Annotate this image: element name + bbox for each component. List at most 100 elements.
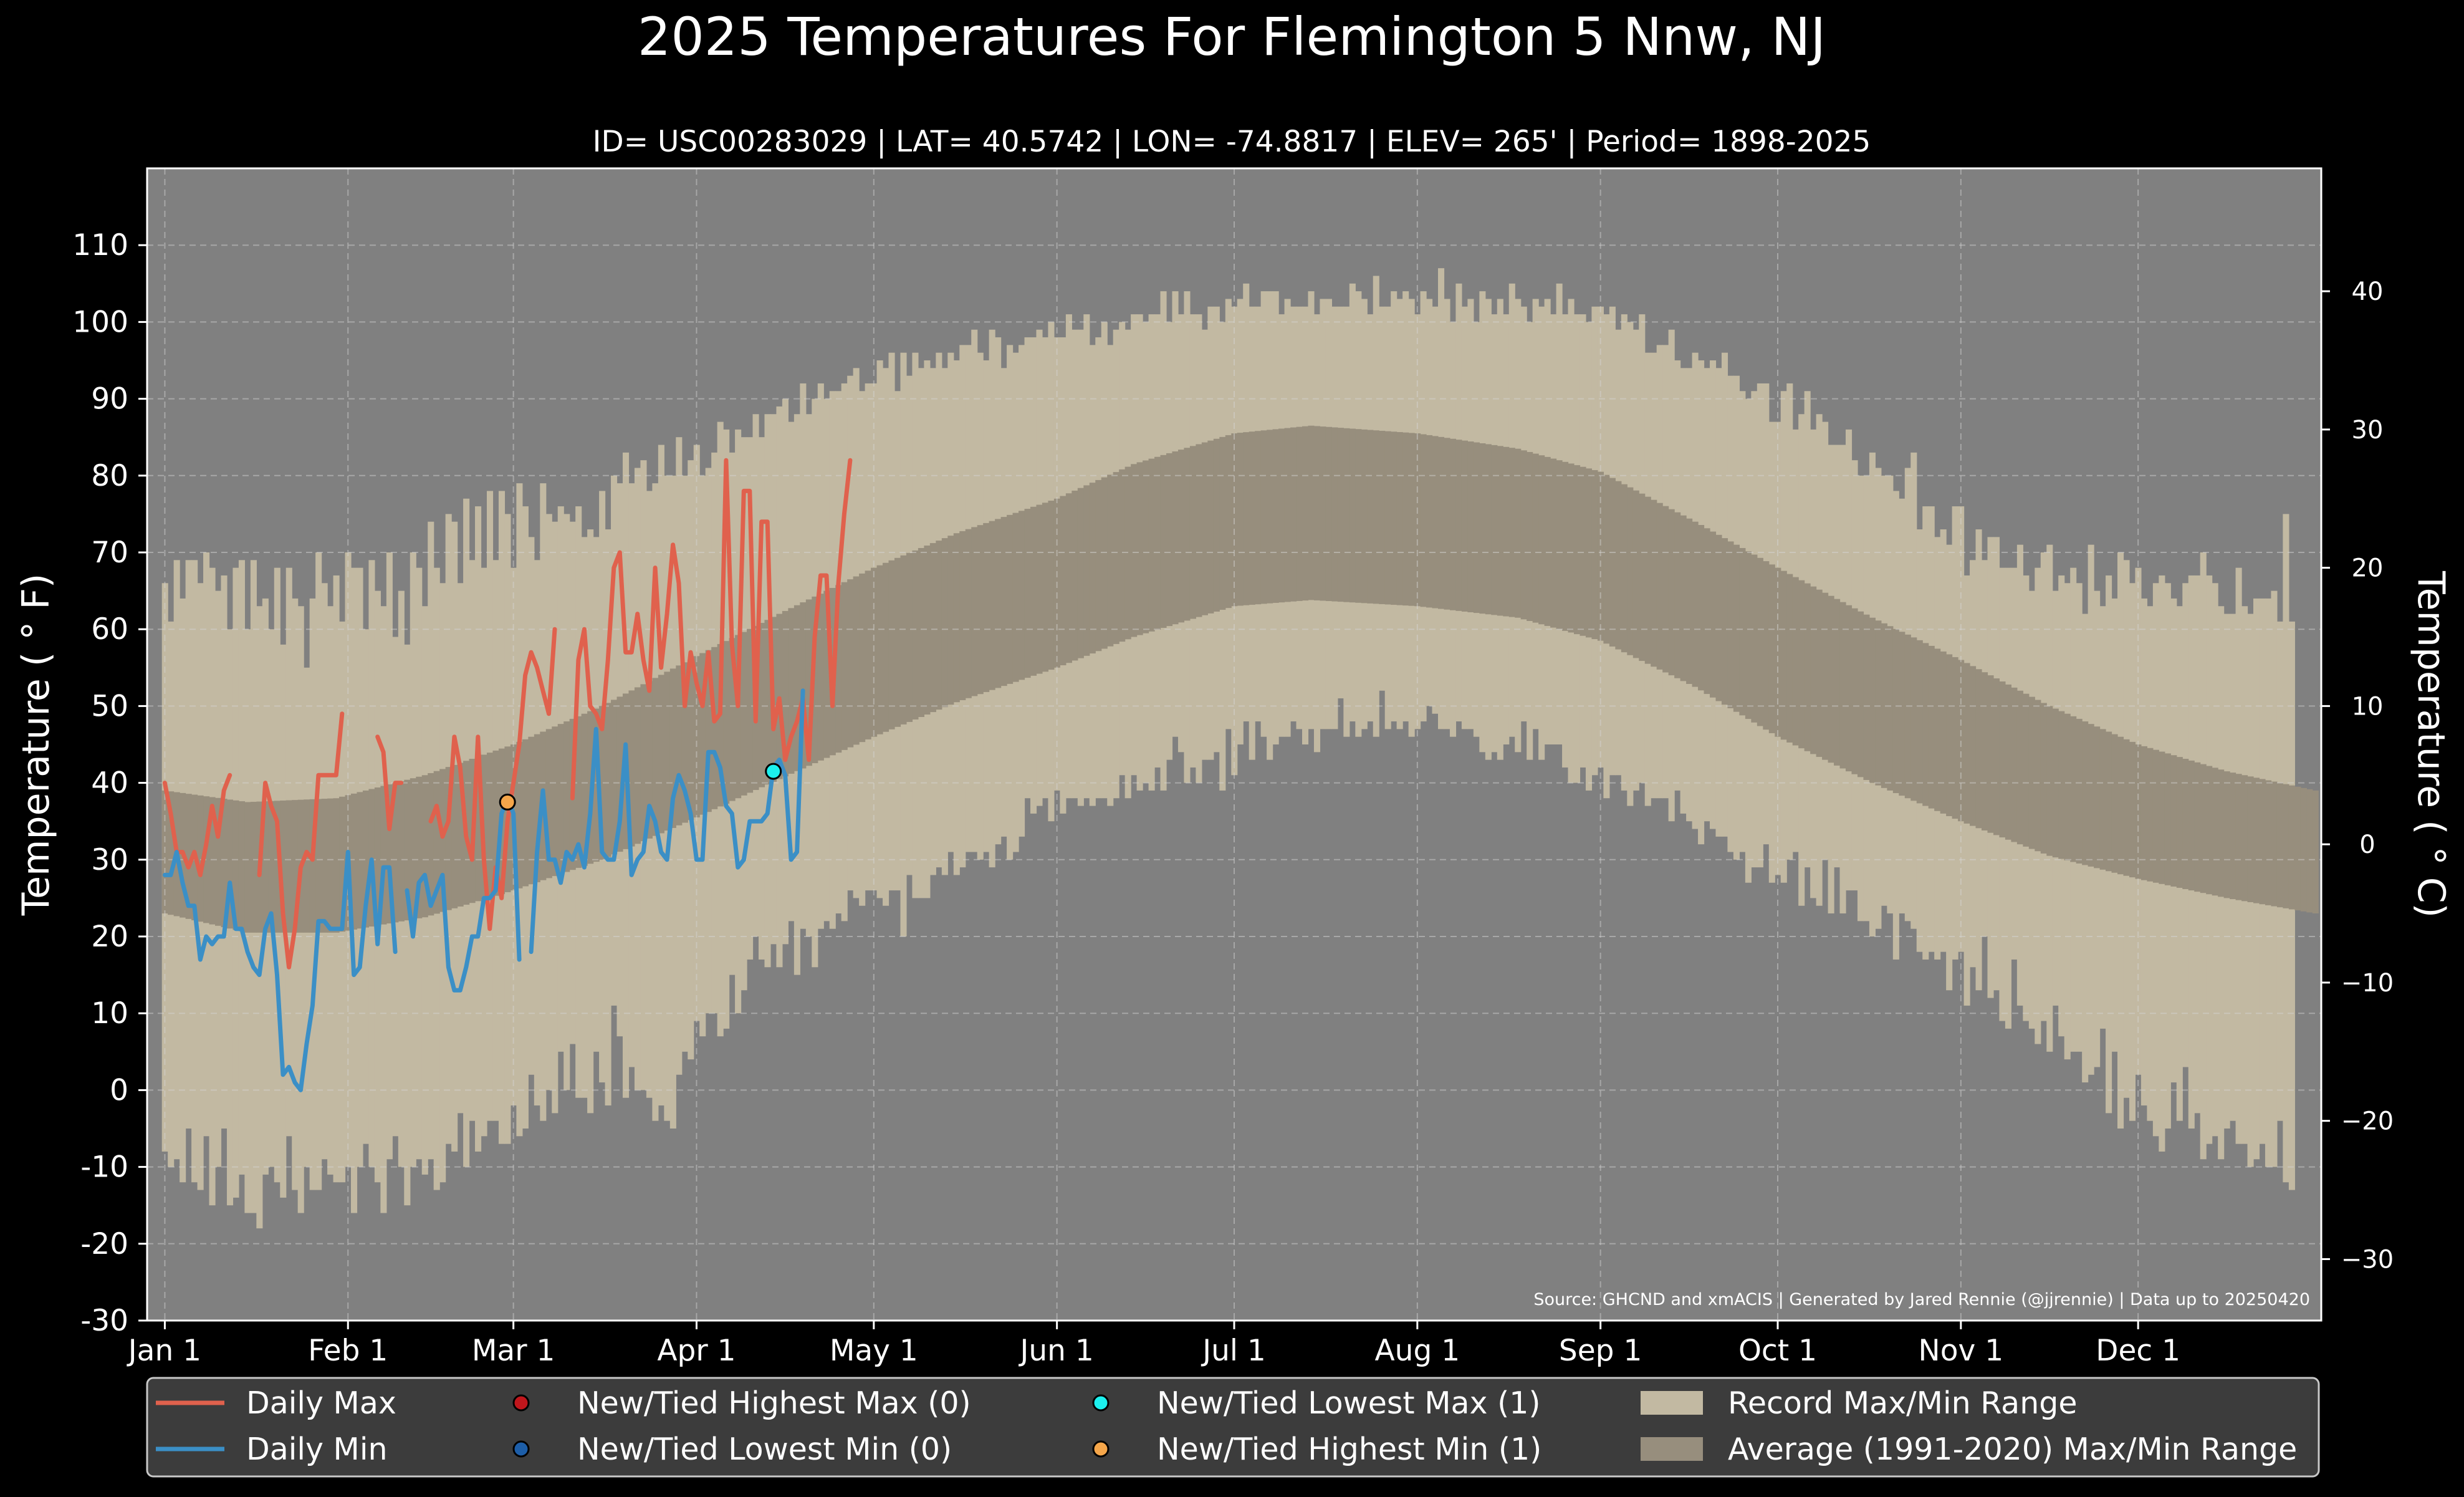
average-range-bar [1196, 444, 1202, 617]
y-tick-label: -30 [80, 1304, 128, 1338]
average-range-bar [386, 784, 393, 924]
average-range-bar [226, 799, 234, 929]
average-range-bar [989, 521, 995, 690]
x-tick-label: Apr 1 [657, 1334, 736, 1368]
y-tick-label-right: −20 [2341, 1107, 2394, 1136]
average-range-bar [929, 543, 936, 713]
average-range-bar [1260, 430, 1267, 604]
average-range-bar [2288, 785, 2295, 910]
average-range-bar [516, 741, 523, 888]
average-range-bar [1881, 623, 1887, 788]
average-range-bar [817, 594, 824, 761]
average-range-bar [977, 525, 984, 695]
average-range-bar [1940, 651, 1947, 814]
average-range-bar [321, 799, 328, 933]
average-range-bar [2235, 774, 2242, 900]
series-lines [162, 458, 853, 1092]
average-range-bar [1048, 501, 1055, 670]
legend-label: Daily Min [246, 1432, 388, 1467]
legend-label: New/Tied Highest Max (0) [577, 1385, 971, 1421]
average-range-bar [238, 801, 245, 931]
average-range-bar [309, 799, 316, 933]
average-range-bar [1219, 436, 1226, 610]
legend-label: New/Tied Highest Min (1) [1157, 1432, 1541, 1467]
average-range-bar [1467, 441, 1474, 613]
average-range-bar [965, 529, 972, 698]
average-range-bar [1775, 567, 1781, 737]
average-range-bar [380, 786, 387, 925]
average-range-bar [421, 775, 428, 918]
x-tick-label: Jul 1 [1201, 1334, 1266, 1368]
average-range-bar [1036, 504, 1043, 674]
record-markers [499, 763, 782, 811]
average-range-bar [1396, 431, 1403, 605]
average-range-bar [711, 647, 718, 809]
daily-min-line [162, 688, 805, 1092]
average-range-bar [693, 656, 700, 818]
average-range-bar [2306, 789, 2313, 913]
average-range-bar [563, 721, 570, 872]
average-range-bar [1136, 462, 1143, 635]
average-range-bar [2088, 724, 2094, 867]
y-tick-label: 20 [91, 920, 128, 954]
average-range-bar [398, 781, 405, 922]
record-range-bar [404, 644, 411, 1206]
average-range-bar [1674, 512, 1681, 678]
average-range-bar [835, 585, 842, 753]
average-range-bar [2046, 706, 2053, 856]
average-range-bar [522, 739, 529, 887]
average-range-bar [1591, 470, 1598, 640]
average-range-bar [936, 541, 942, 710]
average-range-bar [1916, 640, 1923, 804]
average-range-bar [1798, 580, 1805, 749]
average-range-bar [699, 653, 706, 815]
average-range-bar [593, 708, 600, 862]
average-range-bar [1710, 531, 1717, 698]
average-range-bar [545, 729, 552, 878]
average-range-bar [1834, 599, 1841, 766]
average-range-bar [1651, 499, 1657, 667]
average-range-bar [1432, 436, 1439, 609]
average-range-bar [723, 641, 730, 804]
average-range-bar [1391, 431, 1397, 605]
average-range-bar [1320, 426, 1326, 601]
y-tick-label: 10 [91, 996, 128, 1031]
y-tick-label-right: −30 [2341, 1245, 2394, 1274]
average-range-bar [764, 620, 771, 785]
average-range-bar [1816, 589, 1823, 758]
average-range-bar [1970, 666, 1977, 826]
average-range-bar [1473, 442, 1480, 614]
average-range-bar [2182, 759, 2189, 890]
average-range-bar [1515, 448, 1522, 618]
average-range-bar [209, 797, 216, 925]
average-range-bar [2152, 749, 2159, 883]
legend-swatch-patch [1641, 1437, 1703, 1461]
x-tick-label: May 1 [830, 1334, 918, 1368]
average-range-bar [2023, 693, 2030, 847]
average-range-bar [924, 546, 931, 715]
average-range-bar [1704, 528, 1710, 695]
average-range-bar [1562, 461, 1569, 631]
average-range-bar [1083, 485, 1090, 656]
average-range-bar [664, 671, 671, 831]
plot-area: Source: GHCND and xmACIS | Generated by … [146, 167, 2323, 1322]
average-range-bar [1255, 431, 1262, 605]
average-range-bar [1024, 509, 1031, 678]
average-range-bar [823, 590, 830, 758]
average-range-bar [232, 800, 239, 930]
average-range-bar [912, 550, 919, 720]
average-range-bar [2135, 744, 2142, 879]
average-range-bar [1527, 451, 1533, 621]
average-range-bar [735, 635, 742, 799]
legend-swatch-dot [512, 1394, 530, 1412]
average-range-bar [1113, 472, 1119, 644]
average-range-bar [2070, 716, 2077, 862]
average-range-bar [575, 716, 582, 868]
average-range-bar [1148, 458, 1155, 632]
average-range-bar [2218, 769, 2225, 897]
average-range-bar [2129, 741, 2136, 878]
average-range-bar [2283, 784, 2289, 908]
average-range-bar [1963, 663, 1970, 824]
x-tick-label: Mar 1 [472, 1334, 555, 1368]
